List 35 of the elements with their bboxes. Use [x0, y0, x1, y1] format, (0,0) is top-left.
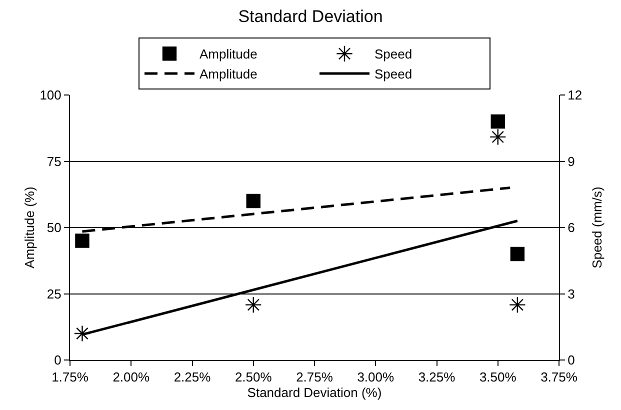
y-tick-label: 0: [54, 352, 62, 368]
y-tick-label: 75: [46, 154, 62, 169]
y-tick-label: 25: [46, 286, 62, 302]
point: [510, 246, 525, 262]
x-tick-label: 2.25%: [174, 370, 212, 385]
y2-tick-label: 0: [568, 352, 575, 368]
point: [75, 234, 90, 248]
y2-tick-label: 6: [568, 220, 575, 236]
x-tick-label: 1.75%: [52, 370, 89, 385]
x-tick-label: 2.00%: [112, 370, 150, 385]
y2-tick-label: 12: [568, 88, 582, 103]
legend-label: Amplitude: [200, 66, 258, 82]
x-tick-label: 2.50%: [234, 370, 272, 385]
point: [74, 325, 91, 342]
y2-tick-label: 9: [568, 154, 575, 169]
x-tick-label: 3.75%: [540, 370, 578, 385]
chart-title: Standard Deviation: [238, 7, 383, 26]
x-tick-label: 2.75%: [296, 370, 334, 385]
x-tick-label: 3.50%: [479, 370, 517, 385]
legend-label: Speed: [374, 66, 412, 82]
y-tick-label: 100: [40, 88, 62, 103]
y-axis-title: Amplitude (%): [22, 186, 37, 268]
y2-tick-label: 3: [568, 286, 575, 302]
point: [244, 296, 262, 314]
legend-label: Amplitude: [200, 46, 258, 62]
legend-label: Speed: [374, 46, 412, 62]
y2-axis-title: Speed (mm/s): [590, 186, 604, 268]
point: [490, 114, 505, 129]
point: [509, 296, 526, 314]
x-axis-title: Standard Deviation (%): [247, 385, 382, 400]
x-tick-label: 3.00%: [357, 370, 394, 385]
y-tick-label: 50: [46, 220, 62, 236]
point: [489, 128, 506, 146]
point: [246, 194, 260, 208]
x-tick-label: 3.25%: [418, 370, 456, 385]
